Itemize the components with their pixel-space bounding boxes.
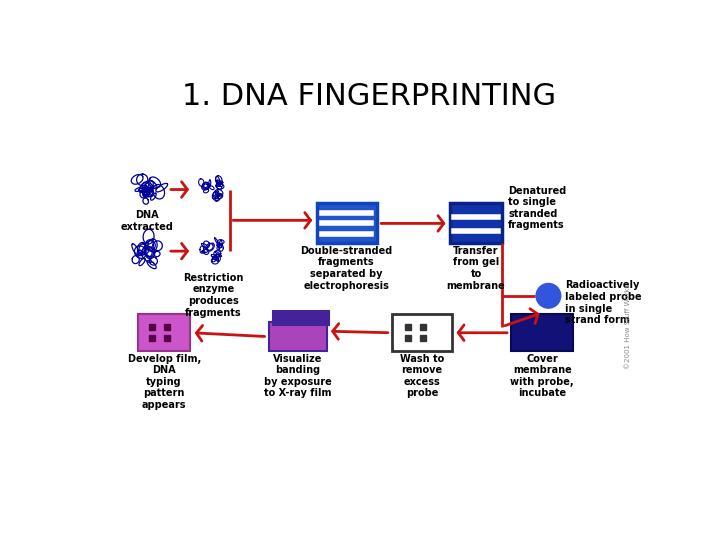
Text: Double-stranded
fragments
separated by
electrophoresis: Double-stranded fragments separated by e… [300,246,393,291]
Bar [450,204,503,244]
Text: Denatured
to single
stranded
fragments: Denatured to single stranded fragments [508,186,567,231]
Text: Develop film,
DNA
typing
pattern
appears: Develop film, DNA typing pattern appears [127,354,201,410]
Text: Visualize
banding
by exposure
to X-ray film: Visualize banding by exposure to X-ray f… [264,354,332,399]
Bar [138,314,190,351]
Text: ©2001 How Stuff Works: ©2001 How Stuff Works [625,284,631,369]
Text: Restriction
enzyme
produces
fragments: Restriction enzyme produces fragments [184,273,243,318]
Text: Transfer
from gel
to
membrane: Transfer from gel to membrane [446,246,505,291]
Text: DNA
extracted: DNA extracted [121,211,174,232]
Bar [511,314,573,351]
Bar [269,322,327,351]
Text: 1. DNA FINGERPRINTING: 1. DNA FINGERPRINTING [182,82,556,111]
Bar [317,204,377,244]
Text: Wash to
remove
excess
probe: Wash to remove excess probe [400,354,444,399]
Text: Cover
membrane
with probe,
incubate: Cover membrane with probe, incubate [510,354,574,399]
Bar [392,314,452,351]
Bar [273,311,329,325]
Text: Radioactively
labeled probe
in single
strand form: Radioactively labeled probe in single st… [565,280,642,325]
Circle shape [536,284,561,308]
